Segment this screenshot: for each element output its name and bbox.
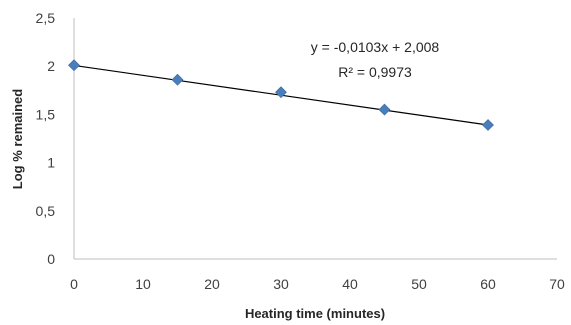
y-tick-label: 0 (47, 251, 55, 267)
y-axis-title: Log % remained (10, 89, 25, 189)
x-tick-label: 60 (480, 276, 496, 292)
y-tick-label: 0,5 (36, 203, 56, 219)
data-point (378, 103, 391, 116)
plot-area: 0 10 20 30 40 50 60 70 0 0,5 1 1,5 2 2,5 (36, 10, 565, 292)
x-tick-label: 40 (342, 276, 358, 292)
y-axis-ticks: 0 0,5 1 1,5 2 2,5 (36, 10, 56, 267)
x-axis-title: Heating time (minutes) (245, 306, 385, 321)
data-point (275, 86, 287, 99)
x-tick-label: 20 (204, 276, 220, 292)
x-tick-label: 50 (411, 276, 427, 292)
x-axis-ticks: 0 10 20 30 40 50 60 70 (70, 276, 565, 292)
trendline-r2: R² = 0,9973 (338, 64, 412, 80)
x-tick-label: 30 (273, 276, 289, 292)
data-point (68, 59, 80, 72)
y-tick-label: 1,5 (36, 106, 56, 122)
data-points (68, 59, 494, 131)
data-point (171, 73, 184, 86)
x-tick-label: 10 (135, 276, 151, 292)
data-point (482, 119, 494, 131)
y-tick-label: 2 (47, 58, 55, 74)
y-tick-label: 1 (47, 155, 55, 171)
trendline-equation: y = -0,0103x + 2,008 (311, 39, 440, 55)
y-tick-label: 2,5 (36, 10, 56, 26)
x-tick-label: 0 (70, 276, 78, 292)
x-tick-label: 70 (549, 276, 565, 292)
